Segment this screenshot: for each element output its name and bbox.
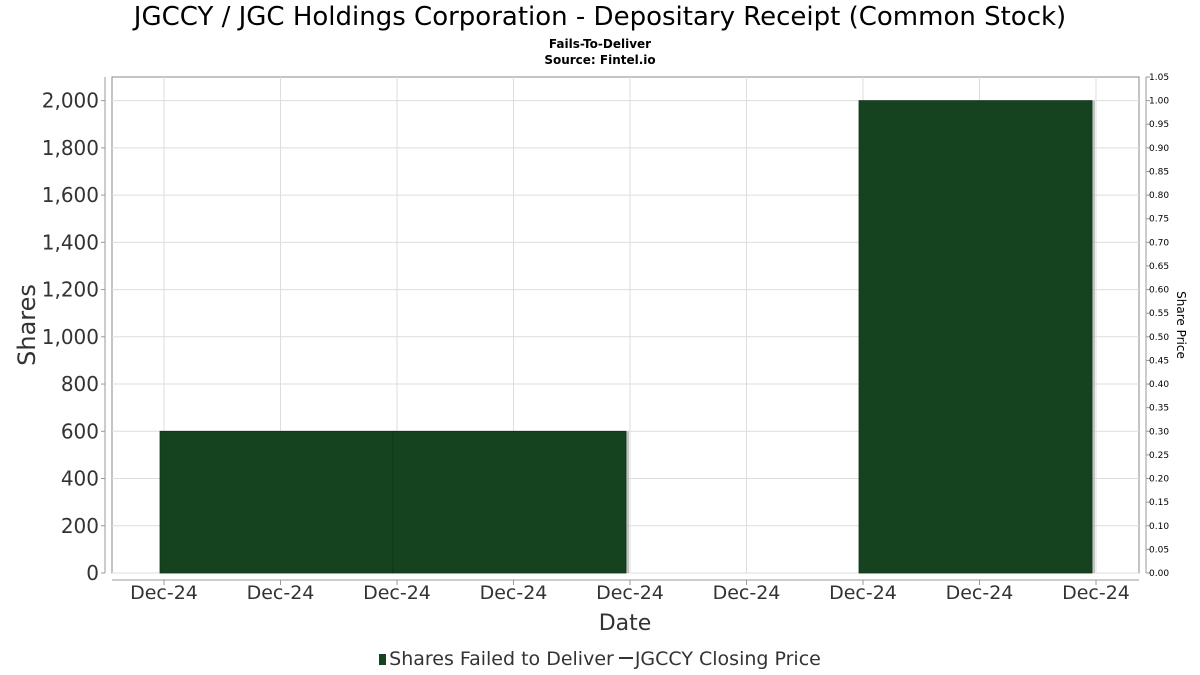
y-tick-label: 2,000 (42, 89, 99, 113)
x-tick-label: Dec-24 (480, 582, 548, 604)
y2-tick-label: 0.20 (1149, 475, 1169, 485)
y-axis-label: Shares (13, 284, 41, 366)
y-tick-label: 200 (61, 514, 99, 538)
y2-tick-label: 0.00 (1149, 569, 1169, 579)
chart-legend: Shares Failed to Deliver JGCCY Closing Pr… (0, 648, 1200, 670)
line-legend-swatch (618, 657, 633, 659)
y2-tick-label: 0.50 (1149, 333, 1169, 343)
x-tick-label: Dec-24 (247, 582, 315, 604)
y-tick-label: 600 (61, 419, 99, 443)
y2-tick-label: 0.35 (1149, 404, 1169, 414)
legend-label-shares: Shares Failed to Deliver (389, 648, 614, 670)
chart-source: Source: Fintel.io (544, 53, 656, 67)
y2-tick-label: 0.70 (1149, 238, 1169, 248)
y2-tick-label: 0.90 (1149, 144, 1169, 154)
x-tick-label: Dec-24 (596, 582, 664, 604)
y2-tick-label: 0.85 (1149, 167, 1169, 177)
x-tick-label: Dec-24 (713, 582, 781, 604)
y2-tick-label: 0.15 (1149, 498, 1169, 508)
y2-axis-label: Share Price (1174, 291, 1188, 359)
y-tick-label: 800 (61, 372, 99, 396)
y2-tick-label: 0.75 (1149, 215, 1169, 225)
chart-title: JGCCY / JGC Holdings Corporation - Depos… (133, 2, 1067, 32)
y-tick-label: 400 (61, 467, 99, 491)
y-tick-label: 1,800 (42, 136, 99, 160)
y2-tick-label: 0.80 (1149, 191, 1169, 201)
x-tick-label: Dec-24 (829, 582, 897, 604)
bar-legend-swatch (379, 654, 387, 665)
y-tick-label: 1,400 (42, 230, 99, 254)
y-tick-label: 1,000 (42, 325, 99, 349)
y-tick-label: 1,600 (42, 183, 99, 207)
x-tick-label: Dec-24 (130, 582, 198, 604)
y2-tick-label: 0.95 (1149, 120, 1169, 130)
shares-bar (858, 100, 1093, 574)
shares-bar (159, 430, 394, 574)
x-tick-label: Dec-24 (1062, 582, 1130, 604)
y2-tick-label: 0.10 (1149, 522, 1169, 532)
y-tick-label: 0 (86, 561, 99, 585)
y2-tick-label: 0.05 (1149, 545, 1169, 555)
y2-tick-label: 0.30 (1149, 427, 1169, 437)
y2-tick-label: 0.40 (1149, 380, 1169, 390)
x-tick-label: Dec-24 (946, 582, 1014, 604)
y2-tick-label: 0.55 (1149, 309, 1169, 319)
chart-subtitle: Fails-To-Deliver (548, 37, 652, 51)
y2-tick-label: 0.65 (1149, 262, 1169, 272)
shares-bar (392, 430, 627, 574)
x-tick-label: Dec-24 (363, 582, 431, 604)
y2-tick-label: 0.60 (1149, 286, 1169, 296)
y2-tick-label: 1.00 (1149, 97, 1169, 107)
y-tick-label: 1,200 (42, 278, 99, 302)
y2-tick-label: 0.25 (1149, 451, 1169, 461)
x-axis-label: Date (599, 611, 652, 636)
legend-label-price: JGCCY Closing Price (634, 648, 821, 670)
y2-tick-label: 0.45 (1149, 356, 1169, 366)
y2-tick-label: 1.05 (1149, 73, 1169, 83)
